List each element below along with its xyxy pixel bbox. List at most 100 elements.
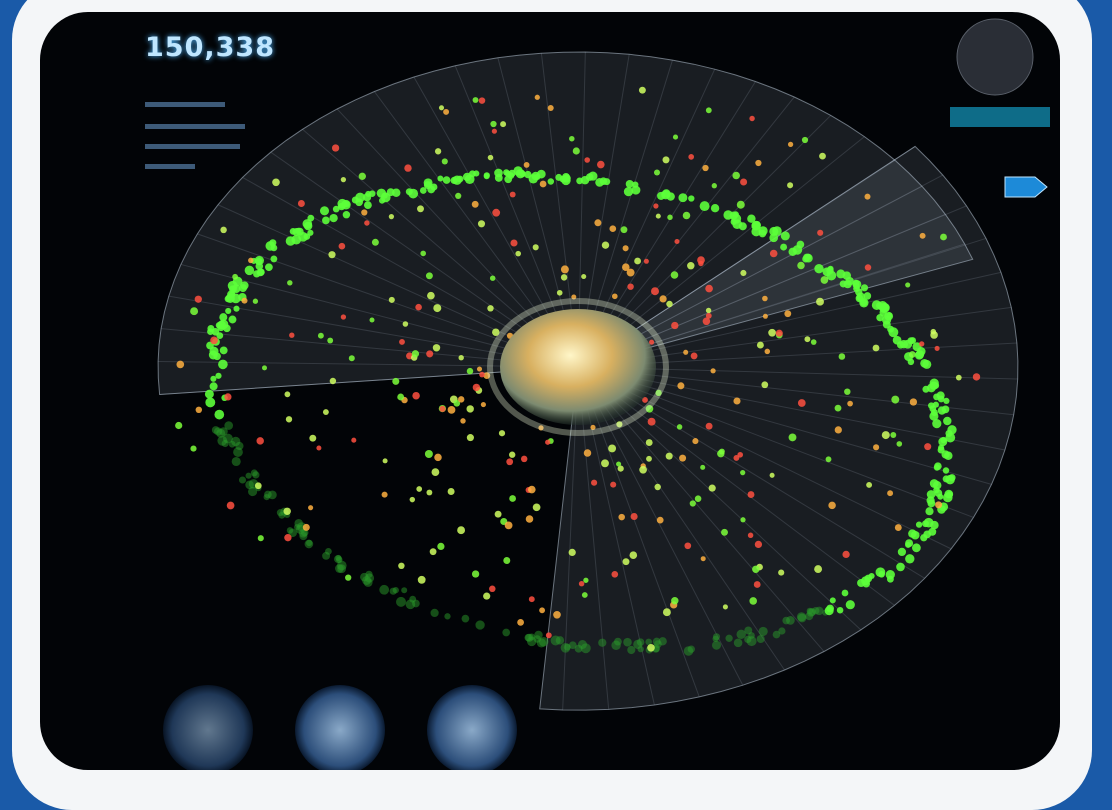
ring-debris	[209, 382, 218, 391]
debris	[972, 373, 981, 381]
debris	[740, 178, 748, 186]
ring-debris	[224, 421, 234, 430]
debris	[694, 495, 702, 502]
debris	[866, 481, 873, 488]
ring-debris	[379, 584, 390, 595]
view-thumb[interactable]	[163, 685, 253, 770]
ring-debris	[845, 600, 855, 610]
ring-debris	[343, 201, 350, 208]
ring-debris	[329, 213, 338, 223]
debris	[754, 540, 763, 549]
ring-debris	[923, 530, 932, 539]
ring-debris	[240, 281, 249, 290]
ring-debris	[930, 409, 938, 417]
ring-debris	[207, 324, 215, 333]
ring-debris	[853, 285, 860, 292]
ring-debris	[598, 638, 607, 647]
debris	[601, 459, 609, 468]
debris	[434, 453, 442, 462]
debris	[764, 348, 771, 355]
debris	[747, 491, 755, 499]
debris	[472, 97, 479, 103]
ring-debris	[228, 291, 236, 298]
debris	[424, 450, 433, 458]
ring-debris	[423, 181, 432, 190]
play-button[interactable]	[1004, 176, 1048, 198]
ring-debris	[270, 244, 278, 252]
ring-debris	[623, 186, 634, 197]
debris	[700, 556, 706, 562]
debris	[433, 304, 442, 313]
debris	[616, 461, 622, 467]
ring-debris	[528, 633, 536, 641]
debris	[466, 434, 474, 442]
debris	[581, 592, 588, 598]
debris	[345, 574, 352, 581]
object-count: 150,338	[145, 32, 275, 63]
view-thumb[interactable]	[427, 685, 517, 770]
ring-debris	[829, 597, 836, 604]
ring-debris	[903, 339, 913, 349]
debris	[371, 238, 379, 246]
ring-debris	[401, 587, 408, 594]
ring-debris	[319, 206, 330, 216]
debris	[447, 488, 455, 495]
ring-debris	[392, 587, 399, 594]
ring-debris	[568, 641, 577, 650]
ring-debris	[450, 176, 458, 185]
debris	[476, 366, 483, 372]
ring-debris	[915, 521, 923, 528]
debris	[591, 479, 598, 486]
debris	[538, 425, 544, 431]
settings-dial[interactable]	[956, 18, 1034, 96]
debris	[392, 377, 400, 385]
debris	[297, 200, 305, 207]
ring-debris	[892, 335, 902, 345]
ring-debris	[215, 372, 222, 379]
ring-debris	[945, 474, 955, 485]
ring-debris	[712, 635, 719, 642]
debris	[509, 495, 516, 502]
hud-row	[145, 124, 245, 129]
ring-debris	[925, 507, 934, 516]
ring-debris	[836, 606, 844, 614]
debris	[842, 550, 850, 559]
debris	[285, 416, 293, 423]
ring-debris	[725, 634, 733, 642]
debris	[705, 284, 713, 293]
ring-debris	[623, 637, 632, 647]
ring-debris	[778, 627, 786, 635]
debris	[679, 454, 687, 462]
debris	[532, 503, 541, 512]
debris	[622, 245, 629, 252]
ring-debris	[733, 638, 743, 648]
view-thumb[interactable]	[295, 685, 385, 770]
ring-debris	[342, 210, 351, 219]
ring-debris	[744, 635, 752, 644]
debris	[417, 205, 424, 213]
ring-debris	[885, 569, 895, 580]
debris	[494, 510, 502, 518]
menu-tab[interactable]	[950, 107, 1050, 127]
debris	[749, 115, 755, 122]
ring-debris	[938, 437, 948, 447]
ring-debris	[254, 255, 264, 266]
debris	[755, 159, 762, 167]
debris	[810, 339, 817, 345]
debris	[284, 391, 291, 398]
debris	[340, 176, 347, 183]
ring-debris	[864, 574, 873, 583]
ring-debris	[248, 486, 258, 497]
ring-debris	[936, 391, 945, 400]
debris	[527, 485, 536, 494]
debris	[702, 317, 711, 326]
ring-debris	[751, 226, 762, 237]
ring-debris	[228, 315, 237, 324]
debris	[872, 344, 880, 352]
debris	[864, 193, 871, 200]
debris	[506, 458, 514, 466]
debris	[649, 339, 655, 345]
debris	[226, 501, 235, 510]
ring-debris	[758, 626, 768, 636]
debris	[302, 523, 310, 531]
